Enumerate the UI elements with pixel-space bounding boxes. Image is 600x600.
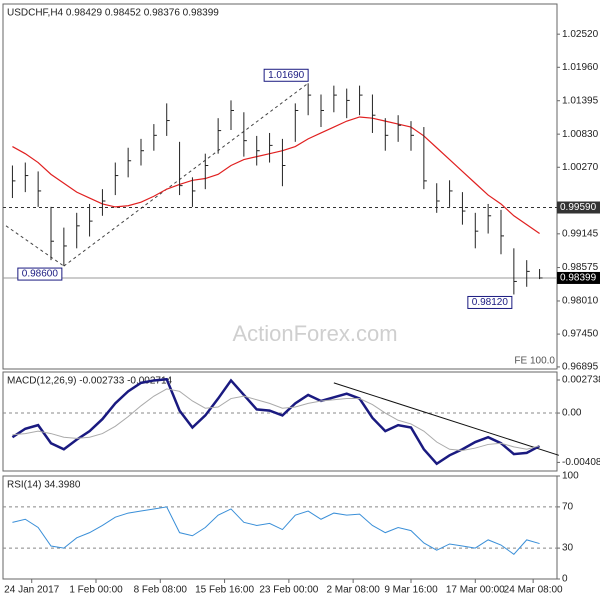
x-tick-label: 24 Mar 08:00: [504, 585, 563, 596]
level-label: 0.98399: [560, 273, 597, 284]
x-tick-label: 1 Feb 00:00: [69, 585, 123, 596]
y-tick-label: 70: [562, 502, 574, 513]
watermark: ActionForex.com: [232, 321, 397, 346]
level-box: [557, 201, 600, 214]
level-label: 0.99590: [560, 202, 597, 213]
panel-title: USDCHF,H4 0.98429 0.98452 0.98376 0.9839…: [7, 8, 219, 19]
x-tick-label: 24 Jan 2017: [4, 585, 59, 596]
y-tick-label: 100: [562, 471, 579, 482]
y-tick-label: 0.98010: [562, 296, 599, 307]
y-tick-label: 0.99145: [562, 228, 599, 239]
moving-average: [12, 116, 540, 235]
trendline: [5, 225, 65, 267]
panel-frame: [2, 475, 558, 580]
y-tick-label: 0.97450: [562, 329, 599, 340]
y-tick-label: 1.01960: [562, 62, 599, 73]
x-tick-label: 8 Feb 08:00: [134, 585, 188, 596]
y-tick-label: 0: [562, 574, 568, 585]
annotation-label: 0.98600: [22, 269, 59, 280]
panel-frame: [2, 3, 558, 370]
x-tick-label: 15 Feb 16:00: [195, 585, 254, 596]
annotation-box: [467, 295, 513, 309]
y-tick-label: 0.96895: [562, 362, 599, 373]
y-tick-label: 1.01395: [562, 95, 599, 106]
y-tick-label: 30: [562, 543, 574, 554]
panel-title: MACD(12,26,9) -0.002733 -0.002714: [7, 376, 173, 387]
y-tick-label: 1.02520: [562, 29, 599, 40]
x-tick-label: 17 Mar 00:00: [446, 585, 505, 596]
annotation-box: [263, 68, 309, 82]
trendline: [63, 82, 309, 267]
x-tick-label: 23 Feb 00:00: [259, 585, 318, 596]
panel-title: RSI(14) 34.3980: [7, 480, 81, 491]
annotation-label: 0.98120: [472, 297, 509, 308]
panel-frame: [2, 371, 558, 472]
fe-label: FE 100.0: [514, 356, 555, 367]
trendline: [333, 382, 560, 456]
annotation-box: [17, 267, 63, 281]
y-tick-label: 0.00: [562, 408, 582, 419]
y-tick-label: 0.002738: [562, 375, 600, 386]
x-tick-label: 2 Mar 08:00: [326, 585, 380, 596]
x-tick-label: 9 Mar 16:00: [384, 585, 438, 596]
y-tick-label: 0.98575: [562, 262, 599, 273]
y-tick-label: 1.00830: [562, 129, 599, 140]
line-series: [12, 506, 540, 555]
level-box: [557, 271, 600, 284]
line-series: [11, 377, 541, 466]
annotation-label: 1.01690: [268, 70, 305, 81]
y-tick-label: -0.004088: [562, 457, 600, 468]
y-tick-label: 1.00270: [562, 162, 599, 173]
line-series: [12, 388, 540, 451]
